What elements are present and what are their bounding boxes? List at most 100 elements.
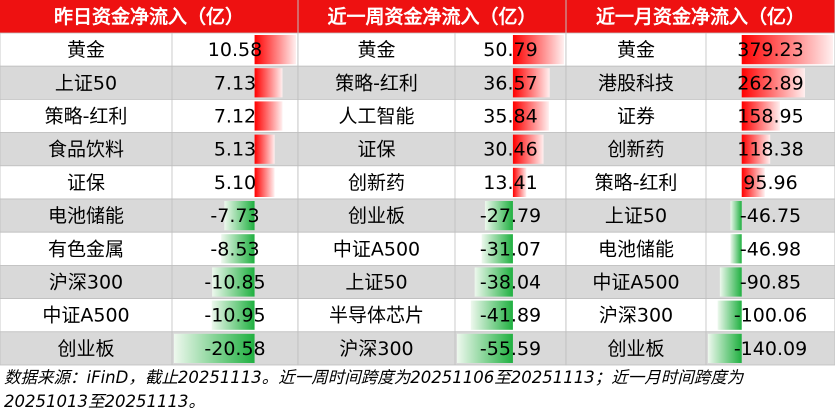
row-value: -90.85 <box>740 272 801 294</box>
row-value: -100.06 <box>734 305 807 327</box>
row-name: 中证A500 <box>42 305 129 327</box>
data-bar <box>741 101 780 131</box>
row-value: -46.98 <box>740 238 801 260</box>
data-bar <box>512 167 527 197</box>
row-bg <box>0 132 299 167</box>
column-title: 昨日资金净流入（亿） <box>54 5 244 28</box>
row-value: -27.79 <box>480 205 541 227</box>
row-name: 黄金 <box>67 39 105 61</box>
row-value: -20.58 <box>204 338 265 360</box>
row-name: 上证50 <box>55 72 117 94</box>
row-value: -10.85 <box>204 272 265 294</box>
data-bar <box>221 234 255 264</box>
row-name: 电池储能 <box>598 238 674 260</box>
data-bar <box>730 234 742 264</box>
row-bg <box>297 231 567 266</box>
row-value: -41.89 <box>480 305 541 327</box>
row-bg <box>565 132 835 167</box>
row-name: 创业板 <box>607 338 664 360</box>
row-bg <box>0 99 299 134</box>
data-bar <box>254 68 283 98</box>
row-name: 中证A500 <box>333 238 420 260</box>
row-value: -55.59 <box>480 338 541 360</box>
row-name: 策略-红利 <box>595 172 678 194</box>
row-name: 有色金属 <box>48 238 124 260</box>
row-value: 95.96 <box>743 172 797 194</box>
row-name: 创新药 <box>607 139 664 161</box>
data-bar <box>741 134 771 164</box>
row-value: 13.41 <box>483 172 537 194</box>
row-value: 5.10 <box>214 172 256 194</box>
row-name: 食品饮料 <box>48 139 124 161</box>
data-bar <box>708 333 742 363</box>
row-value: -46.75 <box>740 205 801 227</box>
row-name: 证券 <box>617 106 655 128</box>
data-bar <box>719 267 742 297</box>
row-bg <box>565 331 835 366</box>
row-name: 中证A500 <box>592 272 679 294</box>
data-bar <box>481 234 513 264</box>
row-value: 5.13 <box>214 139 256 161</box>
data-bar <box>730 201 742 231</box>
data-bar <box>254 167 275 197</box>
data-bar <box>741 35 833 65</box>
data-bar <box>224 201 255 231</box>
row-name: 沪深300 <box>599 305 673 327</box>
row-name: 策略-红利 <box>335 72 418 94</box>
row-name: 沪深300 <box>49 272 123 294</box>
data-bar <box>174 333 255 363</box>
row-name: 黄金 <box>357 39 395 61</box>
row-name: 港股科技 <box>598 72 674 94</box>
row-name: 黄金 <box>617 39 655 61</box>
row-value: -10.95 <box>204 305 265 327</box>
row-value: -8.53 <box>210 238 259 260</box>
row-name: 半导体芯片 <box>329 305 424 327</box>
row-value: -7.73 <box>210 205 259 227</box>
row-bg <box>565 264 835 299</box>
row-name: 创业板 <box>57 338 114 360</box>
row-bg <box>297 331 567 366</box>
row-name: 上证50 <box>605 205 667 227</box>
row-name: 电池储能 <box>48 205 124 227</box>
data-bar <box>512 35 564 65</box>
row-value: -31.07 <box>480 238 541 260</box>
row-name: 上证50 <box>345 272 407 294</box>
table: 昨日资金净流入（亿） 黄金 10.58 上证50 7.13 策略-红利 7.12 食品饮料 5.… <box>0 0 835 366</box>
data-bar <box>512 101 549 131</box>
row-name: 证保 <box>357 139 395 161</box>
row-bg <box>565 231 835 266</box>
data-bar <box>254 35 296 65</box>
data-bar <box>254 101 283 131</box>
footer-note: 数据来源：iFinD，截止20251113。近一周时间跨度为20251106至2… <box>4 368 744 411</box>
row-name: 人工智能 <box>338 106 414 128</box>
data-bar <box>211 300 255 330</box>
row-bg <box>0 65 299 100</box>
row-bg <box>565 99 835 134</box>
row-value: 36.57 <box>483 72 537 94</box>
row-value: 7.12 <box>214 106 256 128</box>
data-bar <box>512 68 550 98</box>
data-bar <box>212 267 255 297</box>
row-value: 262.89 <box>737 72 803 94</box>
header-bg <box>0 0 835 33</box>
row-name: 策略-红利 <box>45 106 128 128</box>
row-value: 158.95 <box>737 106 803 128</box>
row-name: 创新药 <box>348 172 405 194</box>
row-value: 30.46 <box>483 139 537 161</box>
row-value: 118.38 <box>737 139 803 161</box>
data-bar <box>741 167 765 197</box>
row-name: 沪深300 <box>339 338 413 360</box>
row-name: 创业板 <box>348 205 405 227</box>
data-bar <box>470 300 513 330</box>
data-bar <box>484 201 513 231</box>
row-value: 10.58 <box>208 39 262 61</box>
row-bg <box>0 165 299 200</box>
data-bar <box>474 267 513 297</box>
row-bg <box>0 32 299 67</box>
column-title: 近一月资金净流入（亿） <box>596 5 805 28</box>
row-value: 50.79 <box>483 39 537 61</box>
row-value: -140.09 <box>734 338 807 360</box>
row-bg <box>297 198 567 233</box>
data-bar <box>741 68 805 98</box>
